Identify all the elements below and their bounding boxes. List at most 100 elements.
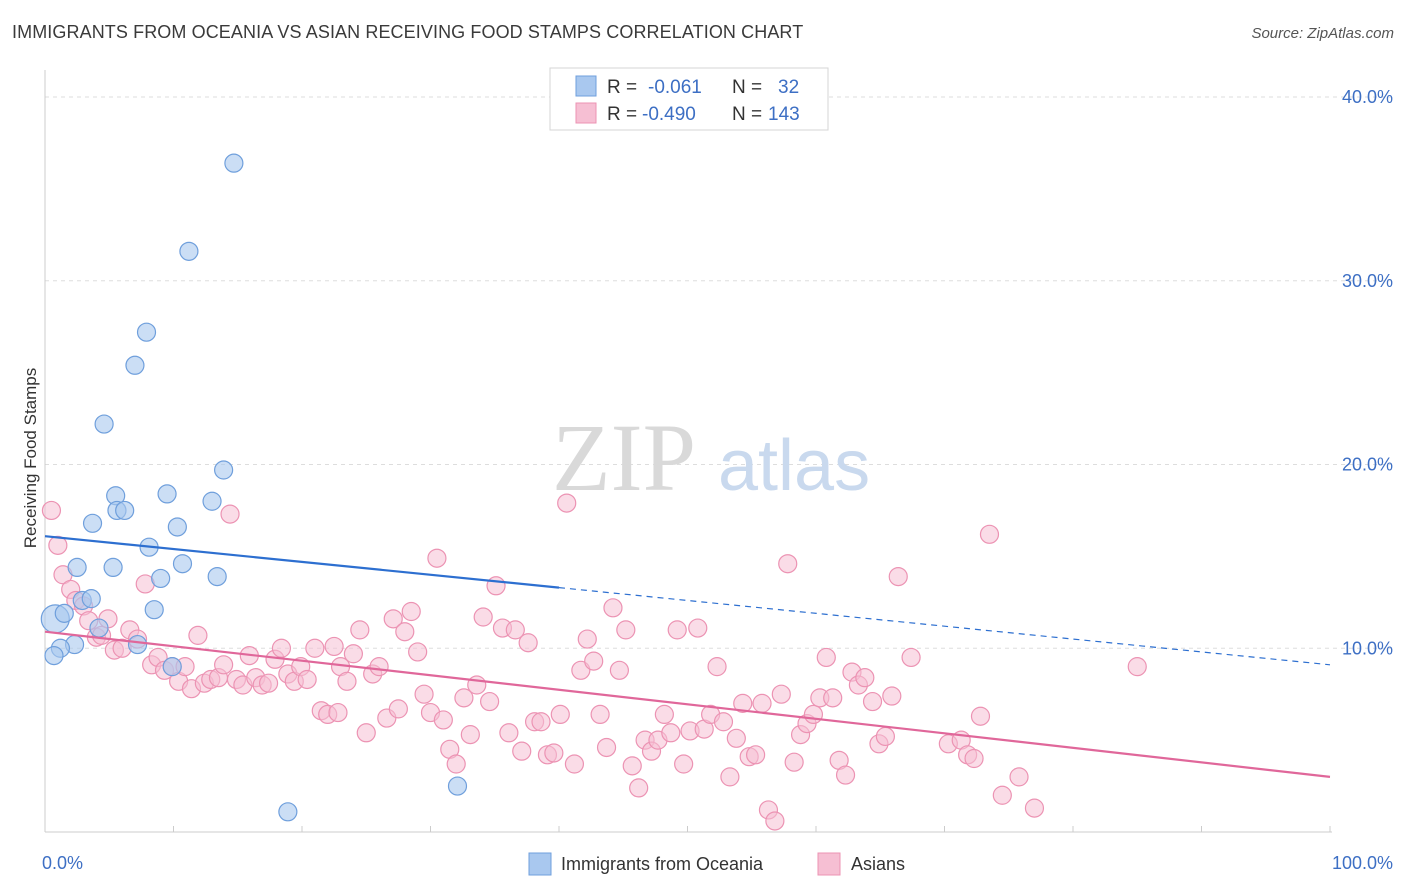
oceania-point	[94, 414, 114, 434]
bottom-legend: Immigrants from Oceania Asians	[528, 852, 905, 876]
legend-n-value-oceania: 32	[778, 77, 799, 98]
asians-point	[590, 704, 610, 725]
y-tick-label: 40.0%	[1342, 87, 1393, 107]
watermark: ZIP atlas	[552, 404, 870, 511]
asians-point	[518, 633, 538, 653]
asians-point	[214, 655, 234, 675]
asians-point	[688, 618, 708, 638]
asians-point	[544, 743, 564, 763]
watermark-zip: ZIP	[552, 404, 696, 511]
y-tick-labels: 10.0% 20.0% 30.0% 40.0%	[1342, 87, 1393, 658]
oceania-trend-extension	[558, 587, 1331, 666]
oceania-point	[54, 603, 74, 623]
asians-point	[778, 554, 798, 574]
asians-point	[350, 620, 370, 640]
oceania-point	[447, 776, 468, 796]
oceania-point	[67, 557, 87, 578]
asians-point	[550, 704, 570, 725]
asians-point	[414, 684, 434, 704]
asians-point	[609, 660, 629, 680]
asians-point	[577, 629, 597, 649]
asians-point	[328, 702, 348, 723]
oceania-point	[103, 557, 123, 578]
oceania-point	[115, 500, 135, 521]
oceania-point	[127, 634, 148, 655]
asians-point	[654, 704, 674, 725]
oceania-points	[40, 153, 468, 822]
asians-point	[964, 748, 984, 769]
asians-point	[979, 524, 1000, 544]
asians-point	[480, 691, 500, 712]
asians-point	[784, 752, 804, 772]
legend-n-label-oceania: N =	[732, 77, 762, 98]
legend-n-label-asians: N =	[732, 104, 762, 125]
oceania-point	[167, 517, 187, 537]
asians-point	[875, 726, 895, 747]
oceania-point	[214, 460, 234, 480]
grid-layer	[45, 96, 1392, 649]
asians-point	[271, 638, 292, 658]
asians-point	[512, 741, 532, 761]
oceania-point	[125, 355, 145, 375]
asians-point	[427, 548, 447, 568]
oceania-point	[89, 618, 109, 638]
watermark-atlas: atlas	[718, 426, 870, 506]
asians-point	[992, 785, 1012, 805]
oceania-point	[151, 568, 171, 589]
asians-point	[733, 693, 753, 713]
asians-point	[803, 704, 824, 725]
bottom-legend-swatch-asians	[817, 852, 841, 876]
legend-r-label-asians: R =	[607, 104, 637, 125]
y-tick-label: 30.0%	[1342, 271, 1393, 291]
asians-point	[388, 699, 408, 719]
asians-point	[473, 607, 493, 627]
asians-point	[1127, 657, 1147, 677]
asians-point	[816, 647, 836, 668]
oceania-point	[278, 802, 298, 822]
asians-point	[1009, 767, 1029, 787]
oceania-point	[82, 513, 103, 533]
asians-points	[41, 493, 1147, 831]
asians-point	[888, 566, 908, 587]
oceania-point	[172, 554, 193, 574]
asians-point	[337, 671, 357, 691]
legend-r-value-asians: -0.490	[642, 104, 696, 125]
x-tick-labels: 0.0% 100.0%	[42, 853, 1393, 873]
asians-point	[486, 576, 506, 596]
stats-legend: R = -0.061 N = 32 R = -0.490 N = 143	[549, 67, 829, 131]
asians-point	[557, 493, 577, 513]
x-tick-label: 0.0%	[42, 853, 83, 873]
asians-point	[531, 712, 551, 732]
asians-point	[1024, 798, 1045, 818]
oceania-point	[162, 657, 182, 677]
asians-point	[661, 723, 681, 743]
bottom-legend-label-asians: Asians	[851, 854, 905, 874]
legend-n-value-asians: 143	[768, 104, 800, 125]
asians-point	[460, 725, 480, 745]
asians-point	[433, 710, 453, 730]
asians-point	[383, 609, 403, 629]
y-tick-label: 10.0%	[1342, 638, 1393, 658]
asians-point	[713, 712, 734, 732]
oceania-point	[81, 589, 101, 609]
asians-point	[505, 620, 525, 640]
asians-trend-line	[44, 630, 1331, 778]
legend-r-value-oceania: -0.061	[648, 77, 702, 98]
asians-point	[855, 668, 875, 688]
asians-point	[305, 638, 325, 658]
bottom-legend-swatch-oceania	[528, 852, 552, 876]
asians-point	[395, 622, 415, 642]
source-label: Source: ZipAtlas.com	[1251, 25, 1394, 42]
asians-point	[970, 706, 991, 726]
oceania-point	[44, 645, 64, 666]
oceania-point	[207, 566, 227, 587]
asians-point	[901, 647, 921, 668]
asians-point	[835, 765, 856, 785]
oceania-point	[144, 600, 164, 620]
asians-point	[726, 728, 746, 748]
asians-point	[746, 745, 766, 765]
asians-point	[616, 620, 636, 640]
legend-r-label-oceania: R =	[607, 77, 637, 98]
oceania-point	[157, 484, 177, 504]
